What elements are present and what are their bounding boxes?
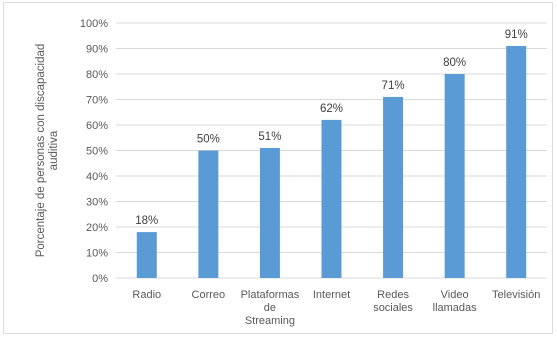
data-label: 50% [197,134,220,146]
bar [383,96,404,278]
chart-frame: 0% 10% 20% 30% 40% 50% 60% 70% 80% 90% 100% Porcent… [3,2,553,334]
data-label: 62% [320,103,343,115]
data-label: 91% [505,29,528,41]
x-tick-label: Radio [132,289,161,301]
y-tick-label: 0% [92,273,108,285]
bar [136,232,157,278]
x-tick-label: Streaming [245,315,295,327]
x-tick-label: sociales [373,302,413,314]
y-tick-label: 70% [86,95,108,107]
bar-chart: 0% 10% 20% 30% 40% 50% 60% 70% 80% 90% 100% Porcent… [35,18,547,327]
bar [198,150,219,278]
y-tick-label: 30% [86,197,108,209]
data-label: 51% [258,131,281,143]
data-label: 71% [382,80,405,92]
x-tick-label: llamadas [433,302,478,314]
y-tick-label: 40% [86,171,108,183]
y-tick-label: 80% [86,69,108,81]
data-label: 80% [443,57,466,69]
bar [259,147,280,278]
x-tick-label: Video [441,289,469,301]
x-tick-label: Plataformas [241,289,300,301]
y-tick-label: 50% [86,146,108,158]
y-tick-label: 100% [80,18,108,30]
bar [321,119,342,279]
y-tick-label: 90% [86,44,108,56]
y-axis-title: auditiva [48,130,60,170]
x-tick-label: Internet [313,289,350,301]
x-tick-label: Correo [192,289,226,301]
y-tick-label: 10% [86,248,108,260]
x-tick-label: de [264,302,276,314]
bar [506,45,527,279]
data-label: 18% [135,215,158,227]
x-tick-label: Redes [377,289,409,301]
bar [444,74,465,278]
y-tick-label: 20% [86,222,108,234]
y-tick-label: 60% [86,120,108,132]
x-tick-label: Televisión [492,289,540,301]
y-axis-title: Porcentaje de personas con discapacidad [35,44,47,258]
